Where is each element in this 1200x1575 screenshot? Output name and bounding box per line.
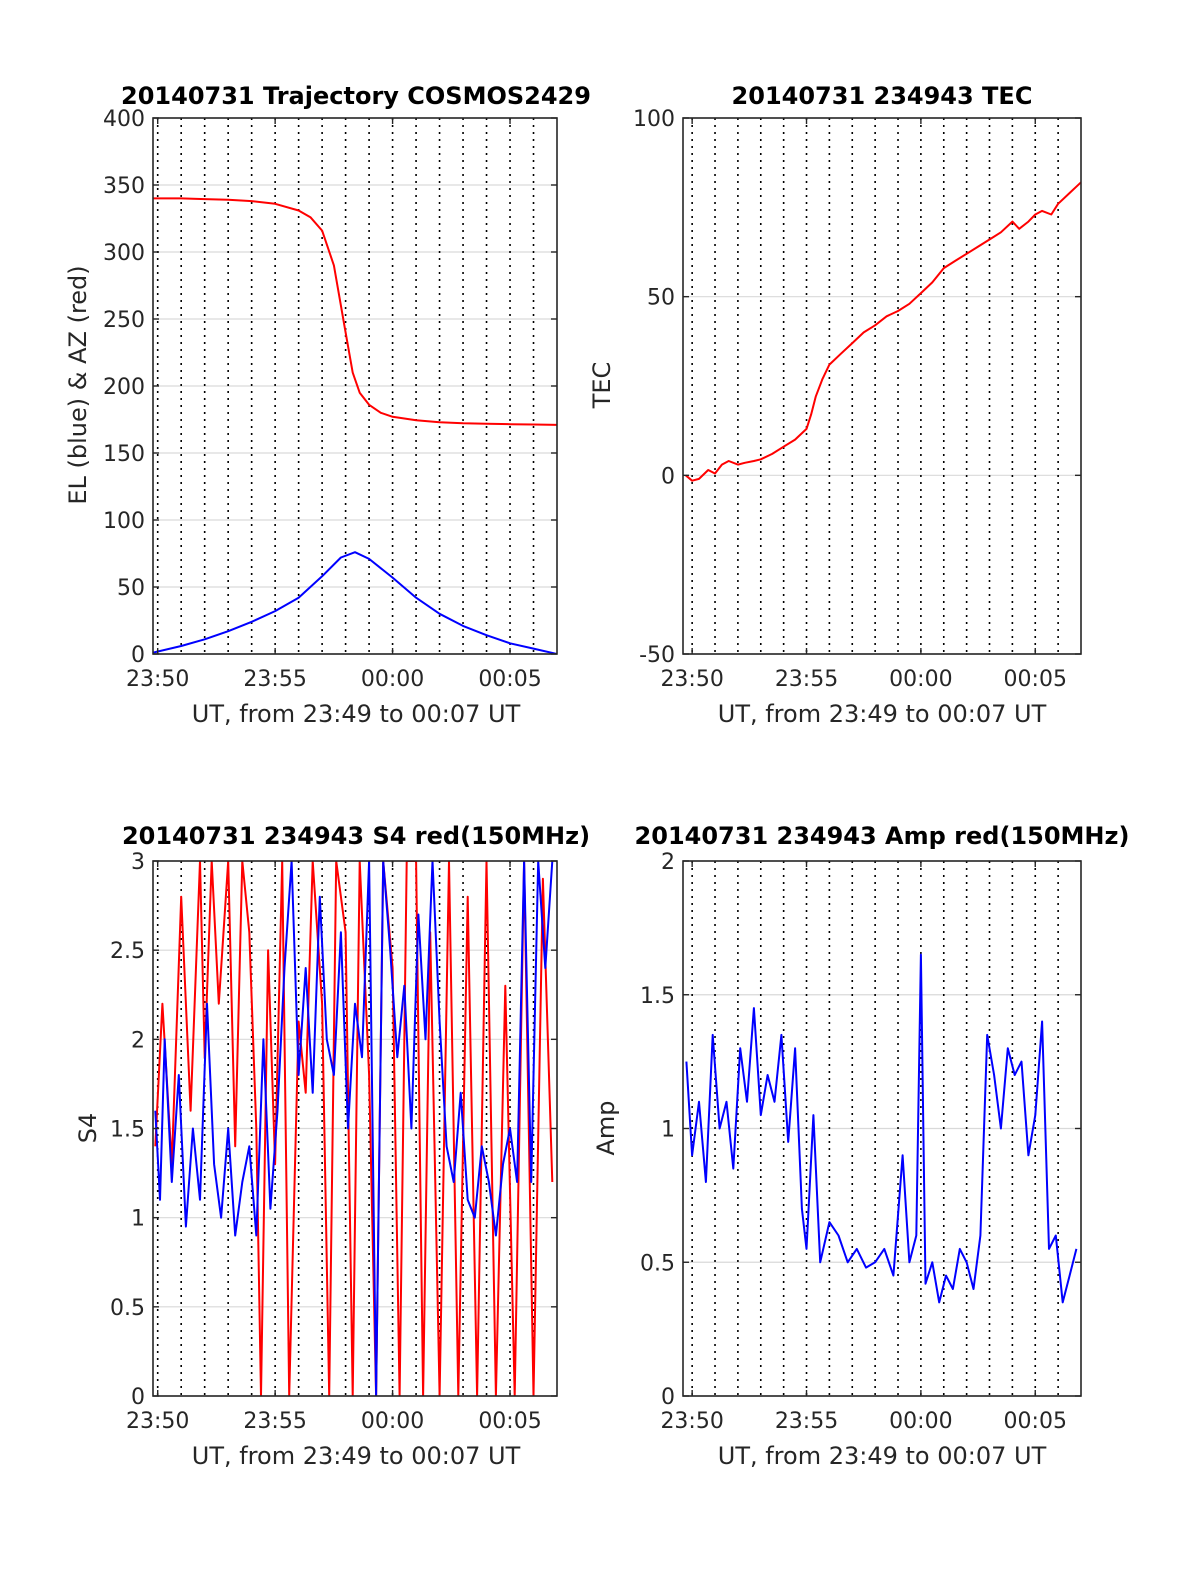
y-tick-label: 300 xyxy=(103,241,145,266)
y-tick-label: 0.5 xyxy=(640,1251,675,1276)
y-tick-label: 0 xyxy=(661,464,675,489)
y-tick-label: 0 xyxy=(131,643,145,668)
x-tick-label: 00:05 xyxy=(478,1409,541,1434)
chart-title: 20140731 234943 S4 red(150MHz) xyxy=(122,822,590,850)
y-tick-label: 50 xyxy=(647,286,675,311)
chart-title: 20140731 234943 Amp red(150MHz) xyxy=(635,822,1130,850)
x-axis-label: UT, from 23:49 to 00:07 UT xyxy=(718,700,1047,728)
x-tick-label: 23:50 xyxy=(660,1409,723,1434)
x-tick-label: 00:00 xyxy=(361,667,424,692)
y-tick-label: 2.5 xyxy=(110,939,145,964)
y-tick-label: 0 xyxy=(131,1385,145,1410)
y-axis-label: S4 xyxy=(74,1113,102,1144)
x-axis-label: UT, from 23:49 to 00:07 UT xyxy=(192,1442,521,1470)
x-tick-label: 23:55 xyxy=(243,1409,306,1434)
y-tick-label: 1.5 xyxy=(110,1118,145,1143)
series-line xyxy=(685,181,1081,482)
series-line xyxy=(153,197,557,426)
y-tick-label: 350 xyxy=(103,174,145,199)
x-tick-label: 00:00 xyxy=(361,1409,424,1434)
chart-title: 20140731 Trajectory COSMOS2429 xyxy=(121,82,591,110)
y-tick-label: 100 xyxy=(633,107,675,132)
y-tick-label: 0 xyxy=(661,1385,675,1410)
chart-title: 20140731 234943 TEC xyxy=(732,82,1033,110)
subplot-trajectory: 0 50 100 150 200 250 300 350 400 23:50 23:55 00:00 0… xyxy=(64,82,591,728)
x-tick-label: 23:50 xyxy=(660,667,723,692)
y-tick-label: 3 xyxy=(131,850,145,875)
x-tick-label: 23:55 xyxy=(243,667,306,692)
series-line xyxy=(685,953,1078,1304)
y-tick-label: 2 xyxy=(661,850,675,875)
y-tick-label: 200 xyxy=(103,375,145,400)
subplot-amp: 0 0.5 1 1.5 2 23:50 23:55 00:00 00:05 20140731 2… xyxy=(592,822,1129,1470)
x-tick-label: 23:50 xyxy=(126,667,189,692)
y-tick-label: 1 xyxy=(661,1118,675,1143)
y-tick-label: 1.5 xyxy=(640,984,675,1009)
y-tick-label: 2 xyxy=(131,1028,145,1053)
series-line xyxy=(154,861,554,1396)
x-tick-label: 23:55 xyxy=(775,1409,838,1434)
x-tick-label: 00:05 xyxy=(1004,1409,1067,1434)
x-tick-label: 23:50 xyxy=(126,1409,189,1434)
y-tick-label: 1 xyxy=(131,1207,145,1232)
subplot-tec: -50 0 50 100 23:50 23:55 00:00 00:05 20140731 2… xyxy=(588,82,1082,728)
y-tick-label: 250 xyxy=(103,308,145,333)
series-line xyxy=(154,861,554,1396)
x-tick-label: 00:00 xyxy=(889,1409,952,1434)
y-axis-label: Amp xyxy=(592,1100,620,1155)
y-tick-label: 50 xyxy=(117,576,145,601)
series-line xyxy=(153,551,557,654)
y-tick-label: 150 xyxy=(103,442,145,467)
y-tick-label: 100 xyxy=(103,509,145,534)
y-tick-label: 0.5 xyxy=(110,1296,145,1321)
x-tick-label: 00:00 xyxy=(889,667,952,692)
x-tick-label: 00:05 xyxy=(1004,667,1067,692)
subplot-s4: 0 0.5 1 1.5 2 2.5 3 23:50 23:55 00:00 00:05 201407… xyxy=(74,822,590,1470)
y-tick-label: -50 xyxy=(639,643,675,668)
x-tick-label: 23:55 xyxy=(775,667,838,692)
y-tick-label: 400 xyxy=(103,107,145,132)
y-axis-label: TEC xyxy=(588,362,616,410)
x-axis-label: UT, from 23:49 to 00:07 UT xyxy=(192,700,521,728)
y-axis-label: EL (blue) & AZ (red) xyxy=(64,265,92,504)
x-tick-label: 00:05 xyxy=(478,667,541,692)
x-axis-label: UT, from 23:49 to 00:07 UT xyxy=(718,1442,1047,1470)
axes-frame xyxy=(682,117,1082,655)
